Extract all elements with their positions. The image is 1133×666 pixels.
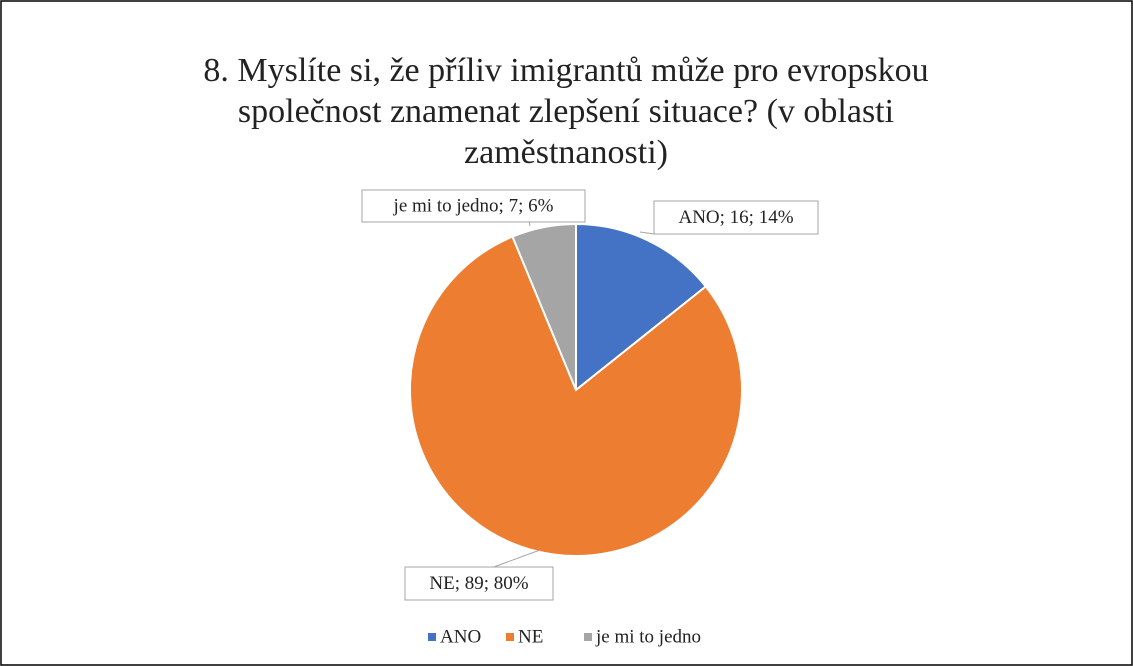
legend-label: je mi to jedno <box>595 626 701 647</box>
pie-slice <box>511 222 577 391</box>
legend-swatch <box>584 633 592 641</box>
pie-slice <box>575 222 708 393</box>
data-label-box <box>653 200 819 235</box>
data-label: ANO; 16; 14% <box>678 207 793 228</box>
data-label-box <box>404 566 554 601</box>
legend-label: ANO <box>440 626 481 647</box>
legend-label: NE <box>518 626 543 647</box>
leader-line <box>528 221 531 227</box>
chart-title: 8. Myslíte si, že příliv imigrantů může … <box>203 52 929 171</box>
legend-swatch <box>506 633 514 641</box>
data-label: je mi to jedno; 7; 6% <box>393 195 554 216</box>
leader-line <box>639 231 655 235</box>
data-label-box <box>361 189 586 223</box>
data-label: NE; 89; 80% <box>429 573 528 594</box>
legend-swatch <box>428 633 436 641</box>
pie-slice <box>409 235 743 557</box>
leader-line <box>493 549 541 568</box>
